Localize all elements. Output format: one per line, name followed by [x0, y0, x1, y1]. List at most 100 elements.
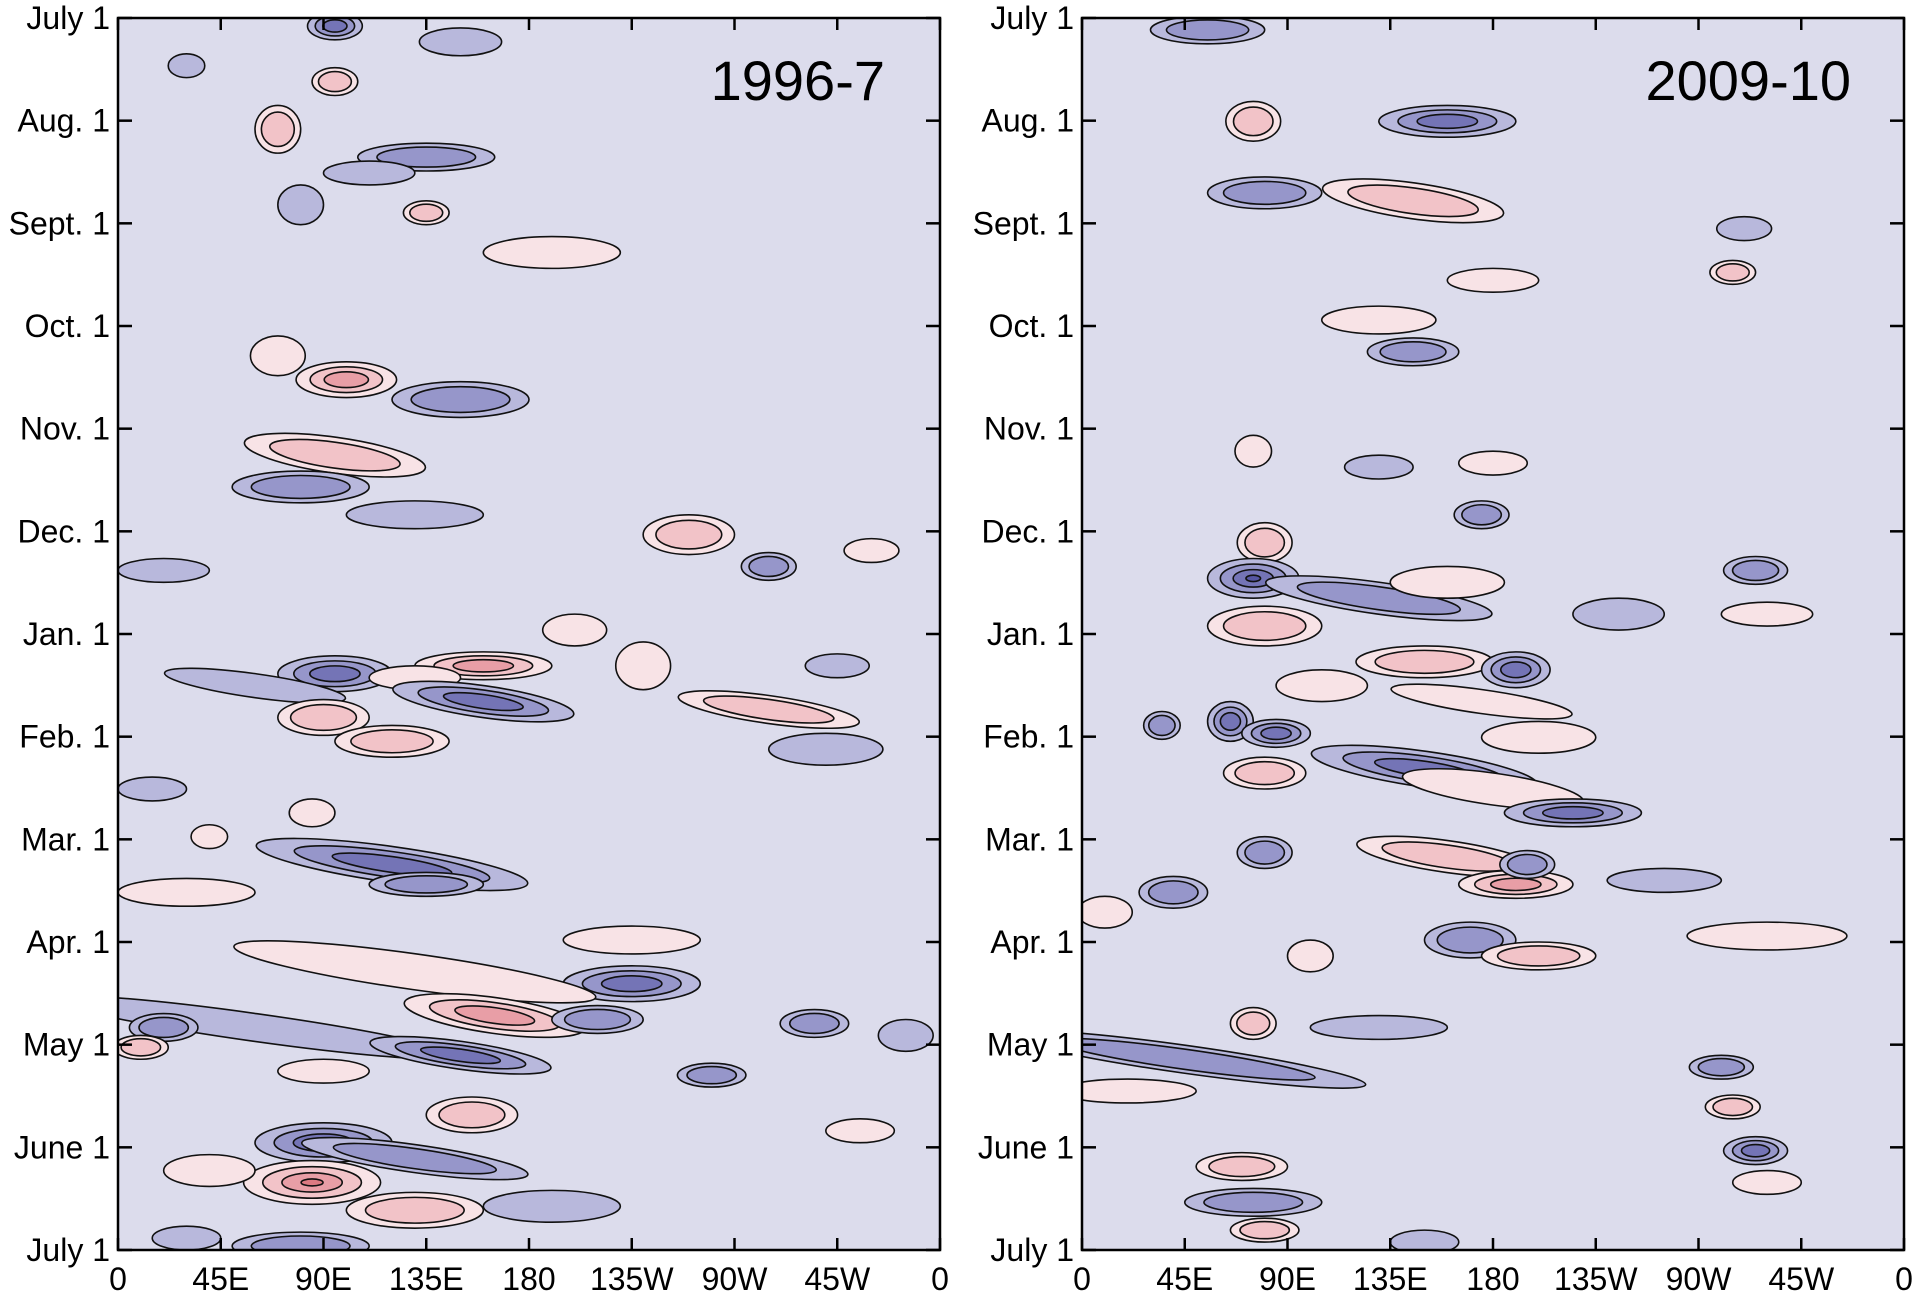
- negative-anomaly-contour: [1245, 574, 1262, 583]
- y-tick-label: May 1: [23, 1027, 110, 1063]
- negative-anomaly-contour: [167, 52, 206, 79]
- x-tick-label: 0: [931, 1261, 949, 1297]
- negative-anomaly-contour: [1416, 113, 1479, 130]
- negative-anomaly-contour: [1147, 880, 1199, 905]
- negative-anomaly-contour: [1436, 926, 1504, 954]
- negative-anomaly-contour: [1697, 1057, 1746, 1077]
- negative-anomaly-contour: [748, 555, 790, 578]
- negative-anomaly-contour: [600, 975, 663, 993]
- positive-anomaly-contour: [562, 925, 702, 955]
- negative-anomaly-contour: [1379, 341, 1447, 363]
- negative-anomaly-contour: [1309, 1014, 1449, 1041]
- positive-anomaly-contour: [300, 1178, 324, 1187]
- positive-anomaly-contour: [162, 1153, 256, 1188]
- negative-anomaly-contour: [418, 27, 503, 57]
- positive-anomaly-contour: [825, 1118, 896, 1144]
- positive-anomaly-contour: [1390, 683, 1573, 720]
- negative-anomaly-contour: [308, 665, 361, 683]
- negative-anomaly-contour: [250, 1235, 351, 1250]
- negative-anomaly-contour: [1506, 853, 1548, 876]
- y-tick-label: Dec. 1: [982, 513, 1074, 549]
- positive-anomaly-contour: [268, 438, 401, 472]
- y-tick-label: July 1: [990, 0, 1074, 36]
- negative-anomaly-contour: [345, 500, 485, 530]
- positive-anomaly-contour: [120, 1037, 162, 1057]
- positive-anomaly-contour: [249, 335, 307, 377]
- y-tick-label: May 1: [987, 1027, 1074, 1063]
- x-tick-label: 45W: [804, 1261, 871, 1297]
- negative-anomaly-contour: [1165, 19, 1250, 41]
- positive-anomaly-contour: [541, 613, 608, 647]
- y-tick-label: Sept. 1: [973, 205, 1074, 241]
- positive-anomaly-contour: [454, 1005, 536, 1026]
- negative-anomaly-contour: [1499, 661, 1532, 679]
- negative-anomaly-contour: [788, 1012, 840, 1035]
- y-tick-label: Oct. 1: [25, 308, 110, 344]
- negative-anomaly-contour: [1244, 840, 1286, 865]
- negative-anomaly-contour: [384, 874, 469, 894]
- positive-anomaly-contour: [1347, 184, 1480, 218]
- negative-anomaly-contour: [686, 1065, 738, 1085]
- negative-anomaly-contour: [482, 1189, 622, 1223]
- negative-anomaly-contour: [767, 732, 884, 766]
- negative-anomaly-contour: [1606, 867, 1723, 894]
- y-tick-label: Feb. 1: [19, 719, 110, 755]
- y-tick-label: June 1: [14, 1129, 110, 1165]
- negative-anomaly-contour: [1260, 726, 1292, 741]
- negative-anomaly-contour: [1343, 454, 1414, 480]
- positive-anomaly-contour: [260, 111, 296, 148]
- negative-anomaly-contour: [118, 557, 211, 584]
- positive-anomaly-contour: [1374, 649, 1475, 675]
- y-tick-label: Oct. 1: [989, 308, 1074, 344]
- x-tick-label: 0: [1895, 1261, 1913, 1297]
- negative-anomaly-contour: [877, 1018, 934, 1053]
- negative-anomaly-contour: [1541, 805, 1604, 820]
- panel-2009-10: 0 45E 90E 135E 180 135W 90W 45W 0 July 1 Aug. 1 Se…: [973, 0, 1913, 1297]
- positive-anomaly-contour: [614, 641, 672, 691]
- positive-anomaly-contour: [1222, 610, 1307, 642]
- negative-anomaly-contour: [376, 146, 477, 168]
- y-tick-label: Apr. 1: [26, 924, 110, 960]
- negative-anomaly-contour: [277, 184, 325, 226]
- y-tick-label: Feb. 1: [983, 719, 1074, 755]
- plot-area-2009-10: [1080, 16, 1906, 1252]
- negative-anomaly-contour: [1461, 503, 1503, 526]
- negative-anomaly-contour: [1222, 180, 1307, 206]
- panel-title-2009-10: 2009-10: [1645, 49, 1851, 112]
- positive-anomaly-contour: [350, 729, 434, 754]
- positive-anomaly-contour: [1731, 1169, 1803, 1196]
- negative-anomaly-contour: [1740, 1143, 1771, 1158]
- x-tick-label: 90W: [702, 1261, 769, 1297]
- negative-anomaly-contour: [1572, 597, 1666, 631]
- negative-anomaly-contour: [442, 691, 524, 712]
- positive-anomaly-contour: [1082, 1078, 1197, 1104]
- x-tick-label: 45E: [1156, 1261, 1213, 1297]
- positive-anomaly-contour: [1320, 305, 1437, 335]
- positive-anomaly-contour: [1496, 945, 1581, 967]
- negative-anomaly-contour: [138, 1016, 190, 1039]
- positive-anomaly-contour: [1686, 921, 1848, 951]
- x-tick-label: 135E: [389, 1261, 464, 1297]
- y-tick-label: Dec. 1: [18, 513, 110, 549]
- y-tick-label: Mar. 1: [21, 821, 110, 857]
- x-tick-label: 90W: [1666, 1261, 1733, 1297]
- negative-anomaly-contour: [1219, 711, 1242, 731]
- positive-anomaly-contour: [364, 1196, 465, 1224]
- x-axis-1996-7: 0 45E 90E 135E 180 135W 90W 45W 0: [109, 18, 949, 1297]
- positive-anomaly-contour: [843, 537, 900, 564]
- positive-anomaly-contour: [277, 1058, 370, 1084]
- y-tick-label: Nov. 1: [984, 411, 1074, 447]
- negative-anomaly-contour: [1296, 581, 1462, 616]
- positive-anomaly-contour: [1480, 720, 1597, 755]
- negative-anomaly-contour: [804, 653, 871, 679]
- x-tick-label: 0: [109, 1261, 127, 1297]
- positive-anomaly-contour: [1720, 601, 1814, 627]
- negative-anomaly-contour: [332, 1142, 498, 1175]
- y-tick-label: Jan. 1: [987, 616, 1074, 652]
- negative-anomaly-contour: [1731, 559, 1780, 582]
- y-axis-2009-10: July 1 Aug. 1 Sept. 1 Oct. 1 Nov. 1 Dec. 1 Jan…: [973, 0, 1904, 1268]
- positive-anomaly-contour: [1082, 895, 1134, 929]
- positive-anomaly-contour: [1208, 1155, 1276, 1178]
- x-tick-label: 180: [1466, 1261, 1519, 1297]
